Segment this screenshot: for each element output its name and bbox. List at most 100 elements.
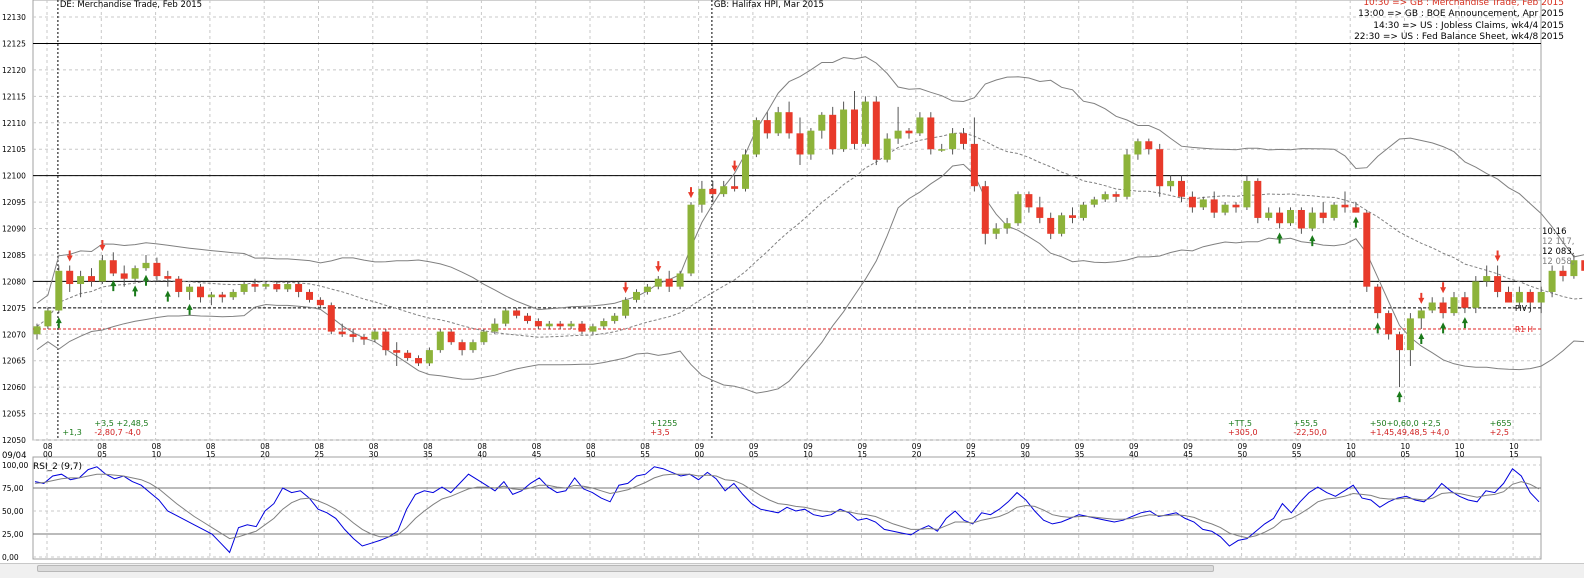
candle-body[interactable] <box>437 332 444 351</box>
candle-body[interactable] <box>1156 149 1163 186</box>
candle-body[interactable] <box>175 279 182 292</box>
candle-body[interactable] <box>241 284 248 292</box>
candle-body[interactable] <box>513 310 520 315</box>
candle-body[interactable] <box>1363 213 1370 287</box>
candle-body[interactable] <box>709 189 716 194</box>
candle-body[interactable] <box>949 133 956 149</box>
candle-body[interactable] <box>1451 297 1458 313</box>
candle-body[interactable] <box>1102 194 1109 199</box>
candle-body[interactable] <box>1178 181 1185 197</box>
candle-body[interactable] <box>589 326 596 331</box>
candle-body[interactable] <box>1352 207 1359 212</box>
candle-body[interactable] <box>1538 292 1545 303</box>
event-item[interactable]: 14:30 => US : Jobless Claims, wk4/4 2015 <box>1354 21 1564 32</box>
candle-body[interactable] <box>459 342 466 350</box>
candle-body[interactable] <box>1407 318 1414 350</box>
candle-body[interactable] <box>622 300 629 316</box>
candle-body[interactable] <box>579 324 586 332</box>
candle-body[interactable] <box>132 268 139 279</box>
candle-body[interactable] <box>1243 181 1250 207</box>
candle-body[interactable] <box>1483 276 1490 281</box>
candle-body[interactable] <box>1418 310 1425 318</box>
candle-body[interactable] <box>862 102 869 144</box>
horizontal-scrollbar[interactable] <box>0 563 1584 578</box>
candle-body[interactable] <box>317 300 324 305</box>
candle-body[interactable] <box>426 350 433 363</box>
candle-body[interactable] <box>1091 199 1098 204</box>
candle-body[interactable] <box>1058 215 1065 234</box>
candle-body[interactable] <box>1560 271 1567 276</box>
candle-body[interactable] <box>1025 194 1032 207</box>
candle-body[interactable] <box>121 273 128 278</box>
candle-body[interactable] <box>927 117 934 149</box>
candle-body[interactable] <box>470 342 477 350</box>
candle-body[interactable] <box>873 102 880 160</box>
candle-body[interactable] <box>153 263 160 276</box>
candle-body[interactable] <box>1287 210 1294 223</box>
candle-body[interactable] <box>382 332 389 351</box>
candle-body[interactable] <box>524 316 531 321</box>
candle-body[interactable] <box>66 271 73 284</box>
candle-body[interactable] <box>371 332 378 340</box>
candle-body[interactable] <box>1516 292 1523 303</box>
candle-body[interactable] <box>1134 141 1141 154</box>
candle-body[interactable] <box>502 310 509 323</box>
candle-body[interactable] <box>720 186 727 194</box>
candle-body[interactable] <box>328 305 335 331</box>
candle-body[interactable] <box>993 229 1000 234</box>
candle-body[interactable] <box>44 310 51 326</box>
scrollbar-thumb[interactable] <box>37 565 1214 572</box>
candle-body[interactable] <box>731 186 738 189</box>
candle-body[interactable] <box>295 284 302 292</box>
candle-body[interactable] <box>1233 205 1240 208</box>
candle-body[interactable] <box>34 326 41 334</box>
candle-body[interactable] <box>1189 197 1196 208</box>
candle-body[interactable] <box>1004 223 1011 228</box>
candle-body[interactable] <box>1374 287 1381 313</box>
candle-body[interactable] <box>1276 213 1283 224</box>
candle-body[interactable] <box>1342 205 1349 208</box>
candle-body[interactable] <box>1472 281 1479 307</box>
candle-body[interactable] <box>764 120 771 133</box>
candle-body[interactable] <box>404 353 411 358</box>
candle-body[interactable] <box>208 295 215 298</box>
candle-body[interactable] <box>677 273 684 286</box>
candle-body[interactable] <box>916 117 923 133</box>
candle-body[interactable] <box>1331 205 1338 218</box>
candle-body[interactable] <box>895 131 902 139</box>
candle-body[interactable] <box>797 133 804 154</box>
candle-body[interactable] <box>775 112 782 133</box>
candle-body[interactable] <box>698 189 705 205</box>
candle-body[interactable] <box>88 276 95 281</box>
candle-body[interactable] <box>1113 194 1120 197</box>
candle-body[interactable] <box>415 358 422 363</box>
candle-body[interactable] <box>1069 215 1076 218</box>
candle-body[interactable] <box>284 284 291 289</box>
candle-body[interactable] <box>906 131 913 134</box>
candle-body[interactable] <box>1385 313 1392 334</box>
candle-body[interactable] <box>252 284 259 287</box>
candle-body[interactable] <box>688 205 695 274</box>
candle-body[interactable] <box>393 350 400 353</box>
candle-body[interactable] <box>339 332 346 335</box>
candle-body[interactable] <box>273 284 280 289</box>
candle-body[interactable] <box>1124 154 1131 196</box>
candle-body[interactable] <box>306 292 313 300</box>
candle-body[interactable] <box>143 263 150 268</box>
candle-body[interactable] <box>557 324 564 327</box>
candle-body[interactable] <box>197 287 204 298</box>
candle-body[interactable] <box>1036 207 1043 218</box>
event-item[interactable]: 22:30 => US : Fed Balance Sheet, wk4/8 2… <box>1354 32 1564 43</box>
candle-body[interactable] <box>1167 181 1174 186</box>
candle-body[interactable] <box>535 321 542 326</box>
candle-body[interactable] <box>546 324 553 327</box>
candle-body[interactable] <box>807 131 814 155</box>
candle-body[interactable] <box>361 337 368 340</box>
candle-body[interactable] <box>1211 199 1218 212</box>
candle-body[interactable] <box>742 154 749 188</box>
candle-body[interactable] <box>666 279 673 287</box>
candle-body[interactable] <box>1080 205 1087 218</box>
candle-body[interactable] <box>1254 181 1261 218</box>
candle-body[interactable] <box>219 295 226 298</box>
